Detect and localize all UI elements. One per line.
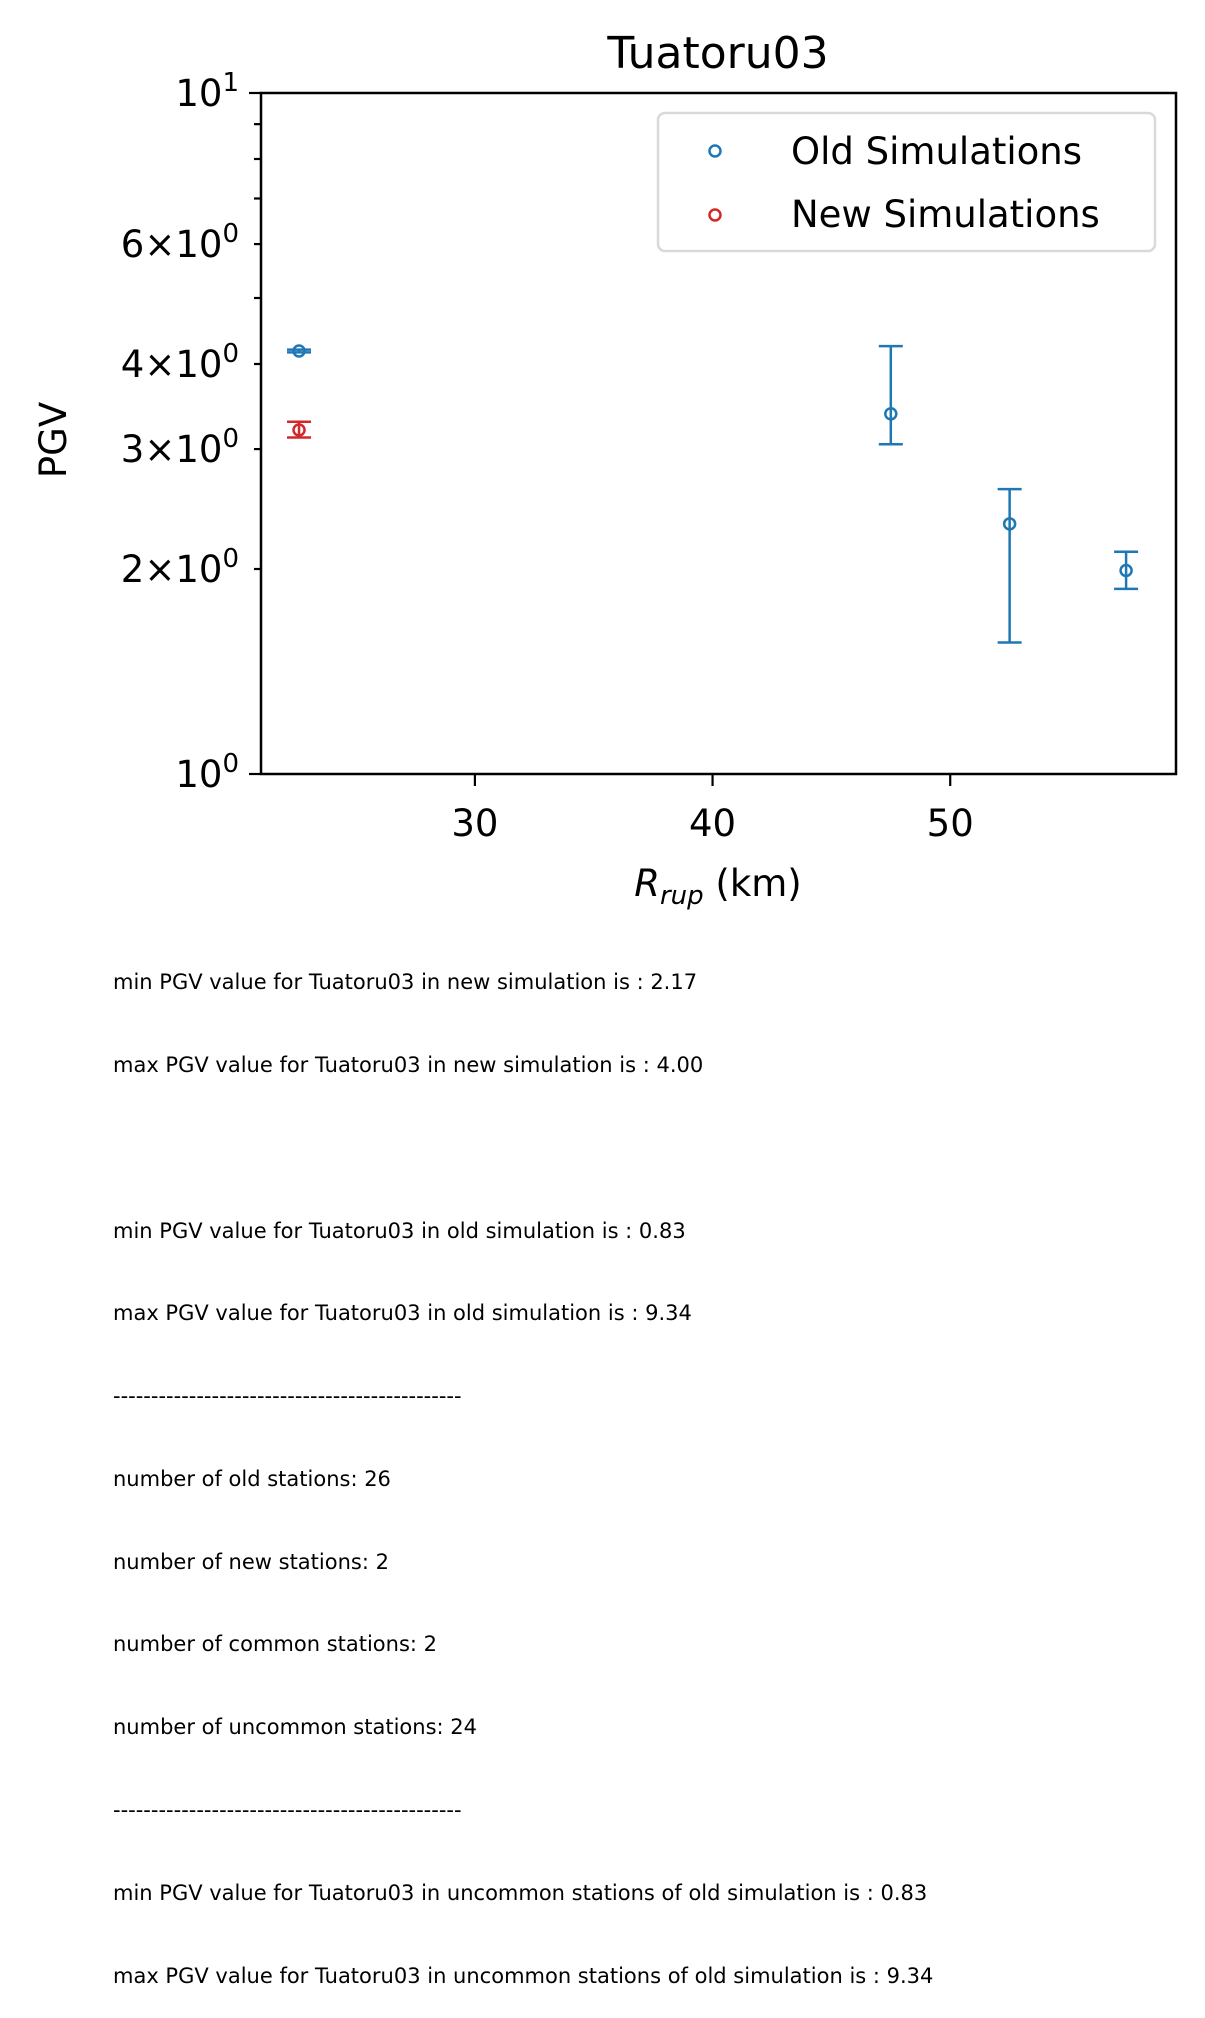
y-tick-label: 4×100 [121, 339, 239, 386]
legend-label-new: New Simulations [791, 193, 1100, 236]
x-axis-label: Rrup (km) [634, 862, 802, 910]
legend: Old Simulations New Simulations [656, 111, 1157, 253]
note-uncommon-min: min PGV value for Tuatoru03 in uncommon … [113, 1880, 928, 1905]
x-tick-label: 50 [927, 802, 974, 845]
data-point [1002, 517, 1017, 531]
data-point [1119, 563, 1133, 578]
note-old-stations: number of old stations: 26 [113, 1466, 391, 1491]
legend-marker-new [708, 208, 722, 222]
y-tick-base: 10 [175, 753, 222, 796]
x-tick-label: 40 [689, 802, 736, 845]
plot-frame [259, 91, 1178, 776]
y-tick-times: × [144, 548, 175, 591]
y-axis-label: PGV [32, 402, 75, 478]
legend-box [656, 111, 1157, 253]
y-tick-base: 10 [175, 343, 222, 386]
pgv-chart: Tuatoru03 PGV Rrup (km) Old Simulations … [32, 28, 1178, 910]
note-common-stations: number of common stations: 2 [113, 1632, 438, 1657]
note-new-stations: number of new stations: 2 [113, 1549, 389, 1574]
x-axis-label-main: R [634, 862, 660, 905]
y-tick-times: × [144, 343, 175, 386]
y-tick-times: × [144, 428, 175, 471]
note-separator: ----------------------------------------… [113, 1384, 462, 1409]
note-uncommon-stations: number of uncommon stations: 24 [113, 1715, 477, 1740]
series-0 [287, 344, 1139, 644]
x-axis-label-unit: (km) [704, 862, 802, 905]
legend-label-old: Old Simulations [791, 130, 1082, 173]
note-separator-2: ----------------------------------------… [113, 1798, 462, 1822]
note-new-min: min PGV value for Tuatoru03 in new simul… [113, 970, 698, 995]
stats-notes: min PGV value for Tuatoru03 in new simul… [113, 914, 933, 2018]
y-tick-times: × [144, 223, 175, 266]
y-tick-exponent: 0 [222, 749, 239, 779]
y-tick-exponent: 1 [222, 68, 239, 98]
y-tick-mantissa: 3 [121, 428, 145, 471]
data-point [292, 423, 306, 437]
y-tick-exponent: 0 [222, 544, 239, 574]
y-tick-exponent: 0 [222, 339, 239, 369]
legend-marker-old [708, 144, 722, 158]
x-axis-label-sub: rup [660, 881, 704, 910]
y-tick-mantissa: 2 [121, 548, 145, 591]
y-tick-label: 101 [175, 68, 239, 115]
note-new-max: max PGV value for Tuatoru03 in new simul… [113, 1052, 704, 1077]
y-tick-exponent: 0 [222, 219, 239, 249]
y-tick-exponent: 0 [222, 424, 239, 454]
y-tick-label: 100 [175, 749, 239, 796]
y-tick-mantissa: 6 [121, 223, 145, 266]
data-point [292, 344, 306, 358]
y-tick-base: 10 [175, 428, 222, 471]
y-tick-label: 2×100 [121, 544, 239, 591]
y-tick-label: 6×100 [121, 219, 239, 266]
note-old-min: min PGV value for Tuatoru03 in old simul… [113, 1218, 686, 1243]
y-tick-base: 10 [175, 72, 222, 115]
note-spacer [113, 1135, 933, 1163]
y-tick-mantissa: 4 [121, 343, 145, 386]
data-point [884, 407, 898, 421]
note-uncommon-max: max PGV value for Tuatoru03 in uncommon … [113, 1963, 934, 1988]
y-tick-base: 10 [175, 548, 222, 591]
chart-title: Tuatoru03 [606, 28, 828, 79]
y-tick-label: 3×100 [121, 424, 239, 471]
y-tick-base: 10 [175, 223, 222, 266]
series-1 [287, 420, 312, 439]
x-tick-label: 30 [451, 802, 498, 845]
note-old-max: max PGV value for Tuatoru03 in old simul… [113, 1301, 692, 1326]
